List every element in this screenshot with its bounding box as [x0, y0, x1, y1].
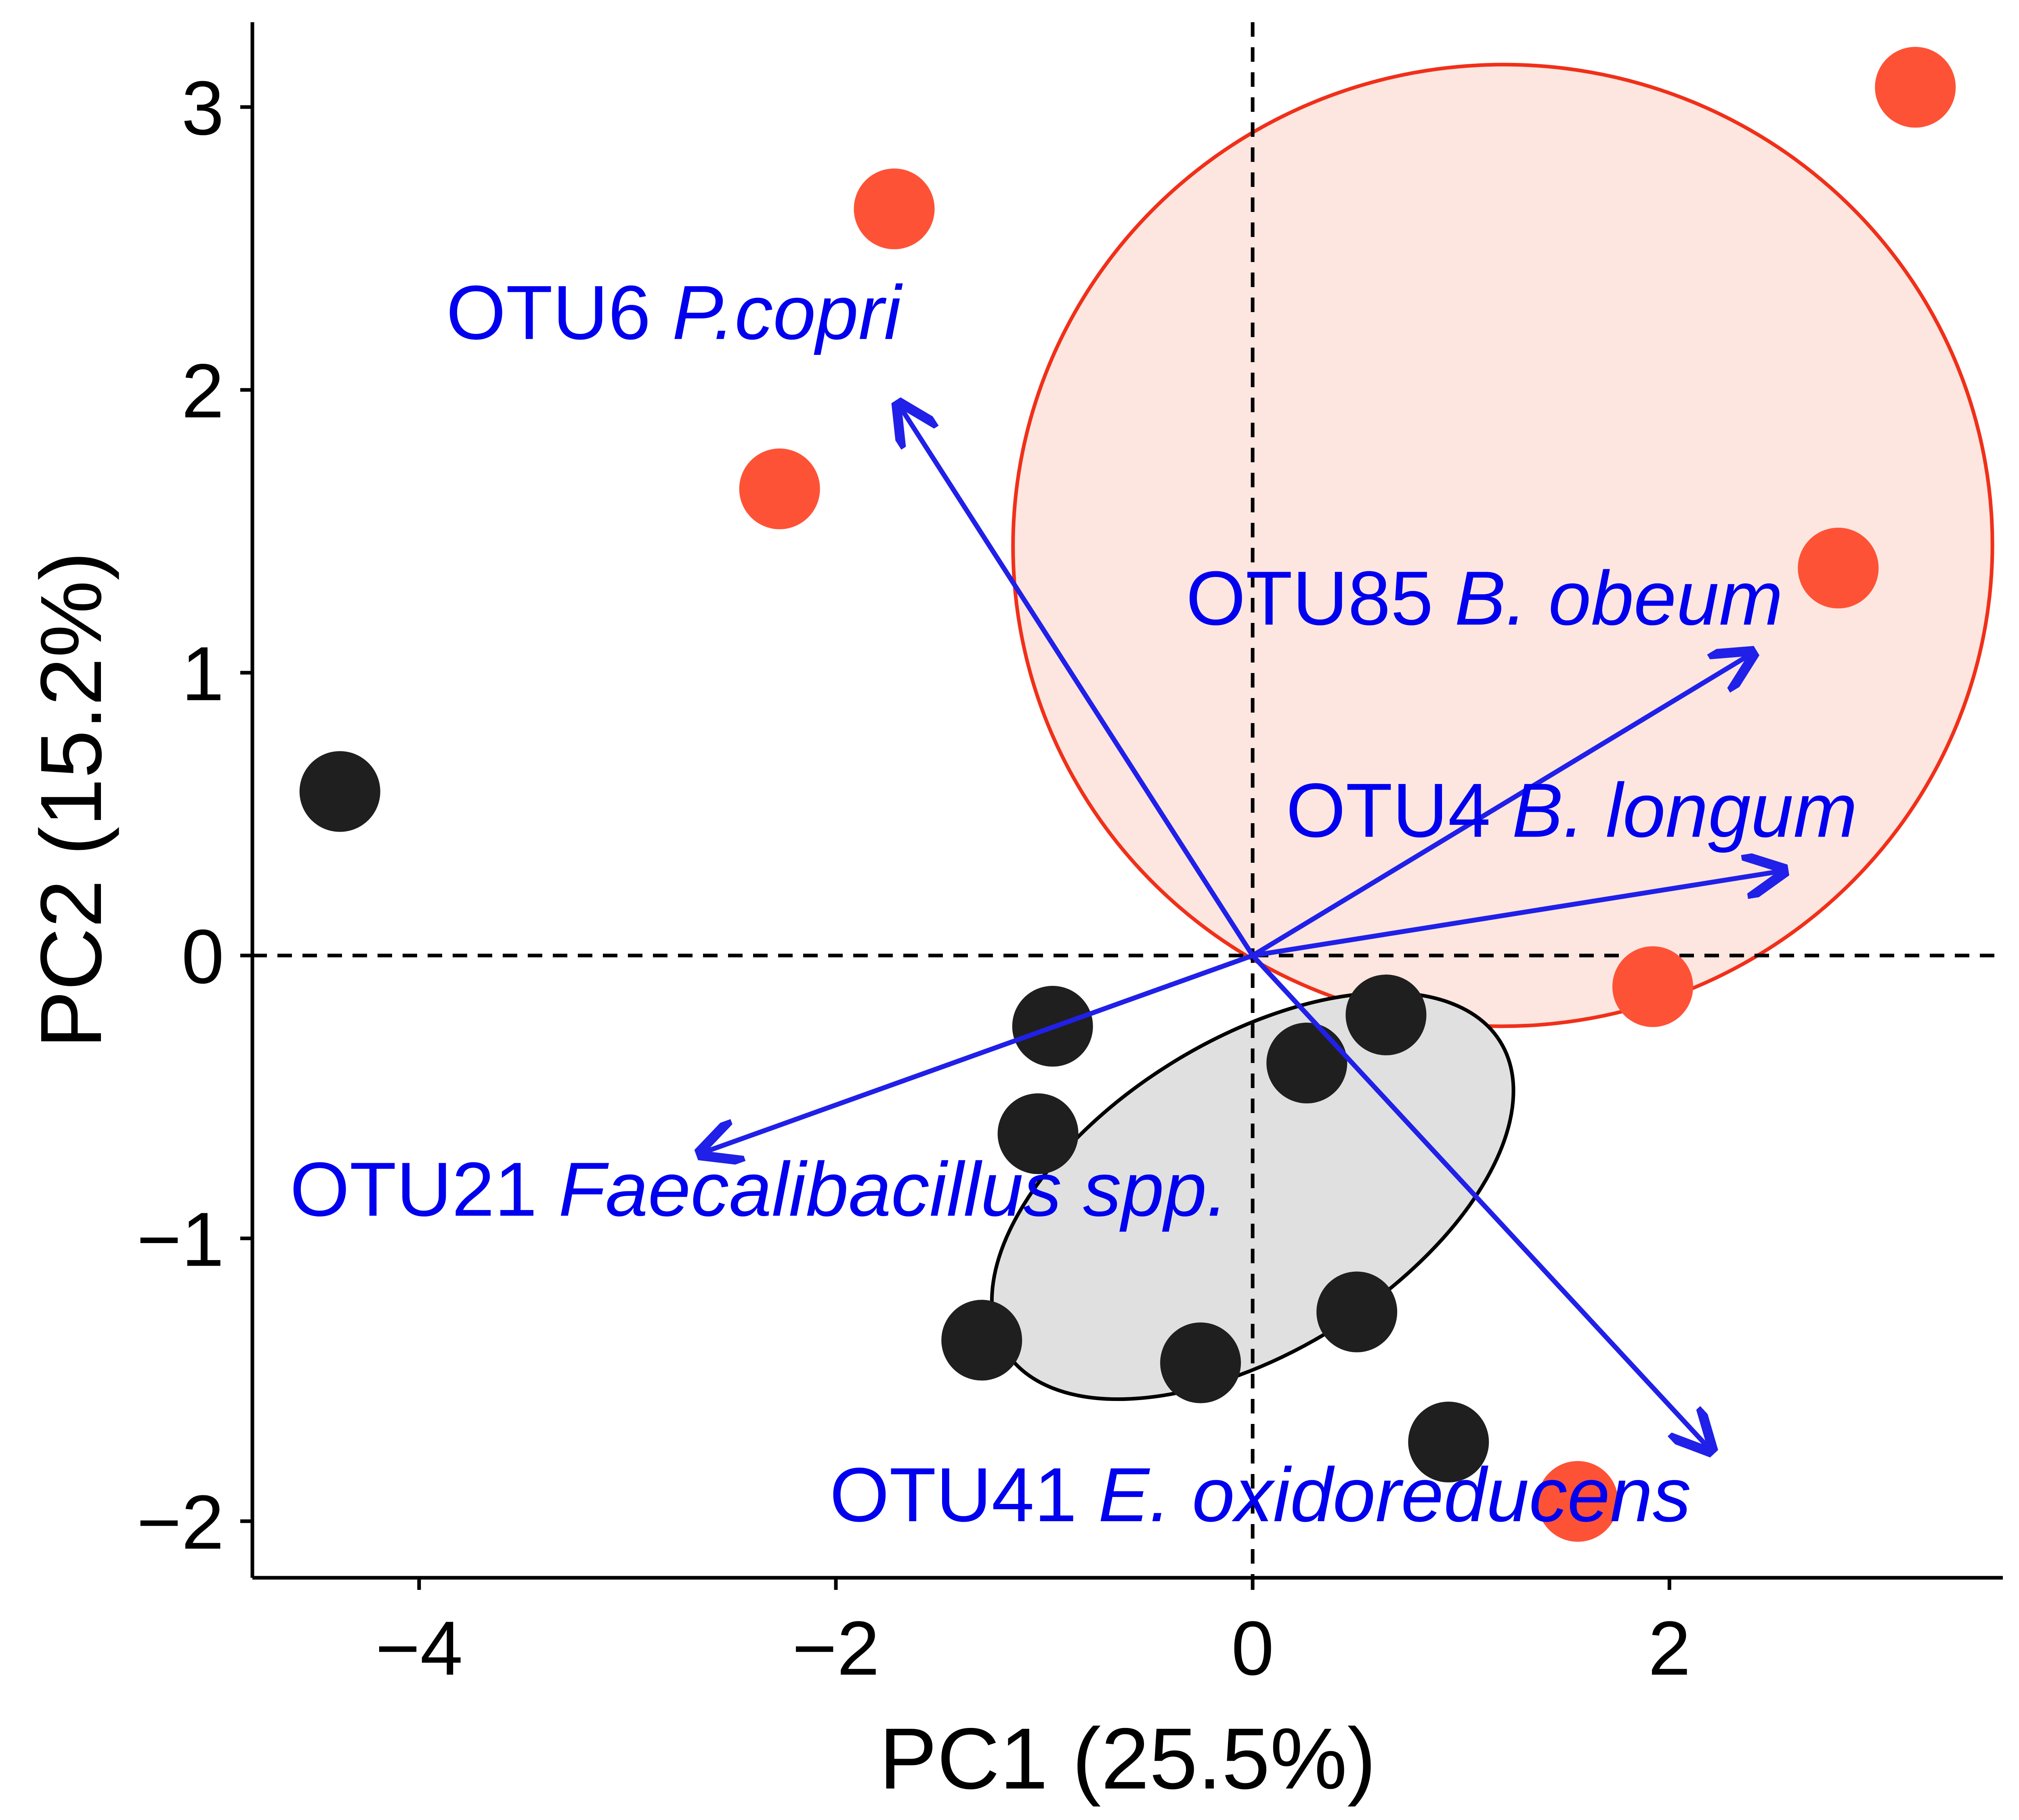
x-axis-title: PC1 (25.5%)	[879, 1710, 1376, 1807]
loading-otu-id: OTU41	[830, 1452, 1098, 1538]
x-tick-label: −4	[376, 1606, 463, 1691]
group-2-point-1	[299, 751, 380, 832]
y-tick-label: 3	[181, 65, 224, 151]
reference-lines	[252, 22, 2003, 1578]
x-tick-label: 0	[1231, 1606, 1274, 1691]
loading-otu-id: OTU21	[290, 1147, 558, 1232]
loading-label-otu21: OTU21 Faecalibacillus spp.	[290, 1147, 1228, 1232]
loading-arrow-otu85	[1251, 653, 1753, 958]
loading-species-name: E. oxidoreducens	[1098, 1452, 1691, 1538]
confidence-ellipses	[990, 63, 1994, 1401]
loading-otu-id: OTU6	[446, 270, 672, 356]
loading-label-otu85: OTU85 B. obeum	[1186, 556, 1783, 641]
loading-species-name: Faecalibacillus spp.	[558, 1147, 1228, 1232]
y-tick-label: 0	[181, 914, 224, 1000]
y-tick-label: −2	[136, 1480, 224, 1565]
loading-species-name: P.copri	[672, 270, 903, 356]
data-points	[299, 47, 1956, 1542]
group-1-point-3	[1875, 47, 1956, 128]
group-2-point-6	[941, 1300, 1022, 1381]
loading-arrow-otu4	[1252, 871, 1784, 958]
loading-otu-id: OTU85	[1186, 556, 1454, 641]
loading-labels: OTU6 P.copri OTU85 B. obeum OTU4 B. longum…	[290, 270, 1857, 1538]
y-tick-label: 1	[181, 631, 224, 717]
loading-species-name: B. obeum	[1454, 556, 1783, 641]
loading-otu-id: OTU4	[1286, 768, 1512, 853]
group-2-point-4	[1266, 1023, 1347, 1104]
loading-label-otu6: OTU6 P.copri	[446, 270, 903, 356]
axes: −4 −2 0 2 −2 −1 0 1 2 3	[136, 22, 2003, 1691]
loading-label-otu4: OTU4 B. longum	[1286, 768, 1857, 853]
loading-label-otu41: OTU41 E. oxidoreducens	[830, 1452, 1691, 1538]
group-1-point-1	[854, 168, 935, 250]
y-axis-title: PC2 (15.2%)	[22, 551, 120, 1048]
group-2-point-5	[1345, 974, 1427, 1055]
group-2-point-7	[1160, 1322, 1241, 1403]
group-2-point-8	[1316, 1271, 1398, 1352]
x-tick-label: 2	[1648, 1606, 1691, 1691]
group-1-point-6	[1537, 1461, 1618, 1542]
loading-arrow-otu21	[701, 953, 1254, 1153]
x-tick-label: −2	[792, 1606, 880, 1691]
group-2-point-9	[1408, 1401, 1489, 1482]
group-1-point-2	[739, 448, 820, 529]
loading-arrow-otu41	[1251, 954, 1711, 1451]
loading-arrows	[701, 404, 1784, 1451]
group-1-ellipse	[1011, 63, 1994, 1028]
loading-arrow-otu6	[898, 404, 1255, 957]
loading-species-name: B. longum	[1512, 768, 1857, 853]
y-tick-label: −1	[136, 1197, 224, 1282]
group-2-point-3	[997, 1093, 1079, 1174]
group-1-point-4	[1798, 528, 1879, 609]
y-tick-label: 2	[181, 348, 224, 434]
group-1-point-5	[1612, 946, 1693, 1027]
